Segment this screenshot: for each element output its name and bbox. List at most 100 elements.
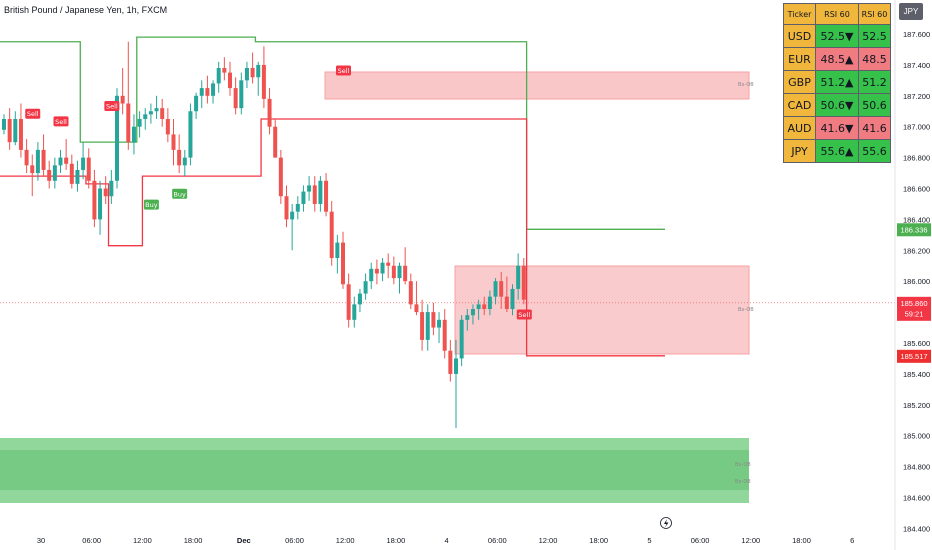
candle (312, 176, 317, 212)
x-tick-label: 12:00 (133, 536, 152, 545)
signal-box (104, 100, 120, 111)
currency-tag[interactable]: JPY (899, 3, 923, 20)
candle-body (476, 304, 481, 310)
signal-box (336, 65, 351, 76)
candle (2, 114, 6, 135)
candle (284, 185, 289, 228)
price-tag-text: 59:21 (905, 309, 924, 318)
candle-body (329, 211, 334, 259)
candle-body (380, 262, 385, 274)
y-tick-label: 186.600 (903, 185, 930, 194)
signal-box (172, 188, 188, 199)
candle (278, 149, 283, 204)
sell-signal: Sell (25, 108, 41, 119)
y-tick-label: 186.200 (903, 246, 930, 255)
candle (482, 296, 487, 316)
rsi-row-usd: USD 52.5▼ 52.5 (783, 24, 891, 48)
y-tick-label: 187.600 (903, 30, 930, 39)
candle (454, 339, 458, 428)
candle (41, 134, 46, 177)
candle (318, 176, 323, 212)
axis-layer: 187.600 187.400 187.200 187.000 186.800 186.6… (37, 0, 930, 550)
candle-body (154, 108, 159, 112)
candle (476, 299, 481, 320)
price-tag-bg (897, 349, 931, 363)
y-tick-label: 184.800 (903, 463, 930, 472)
candle (391, 256, 396, 285)
candle (58, 149, 63, 174)
candle-body (2, 118, 6, 130)
candle (13, 111, 18, 146)
buy-signal: Buy (143, 199, 159, 210)
candle-body (64, 157, 69, 164)
candle (397, 262, 402, 294)
candle-body (454, 358, 458, 374)
candle (64, 139, 69, 170)
candle-body (352, 304, 357, 320)
candle (47, 160, 52, 189)
x-tick-label: Dec (237, 536, 251, 545)
candle-body (346, 284, 351, 320)
signal-label: Sell (518, 311, 530, 319)
candle (160, 98, 165, 127)
green-line-price-tag: 186.336 (897, 223, 931, 237)
signal-label: Buy (173, 190, 186, 198)
candle (329, 200, 334, 266)
candle (290, 203, 295, 251)
price-tag-bg (897, 296, 931, 321)
rsi-row-aud: AUD 41.6▼ 41.6 (783, 116, 891, 140)
candle (126, 41, 131, 150)
candle-body (115, 95, 119, 181)
header-rsi: RSI 60 (815, 3, 859, 25)
sell-signal: Sell (53, 116, 69, 127)
x-tick-label: 30 (37, 536, 45, 545)
candle-body (58, 157, 63, 166)
candle-body (24, 149, 29, 166)
x-tick-label: 06:00 (691, 536, 710, 545)
y-tick-label: 185.600 (903, 339, 930, 348)
header-rsi-value: RSI 60 (858, 3, 891, 25)
ticker-cell: AUD (783, 116, 816, 140)
candle (182, 149, 187, 177)
candle-body (459, 319, 464, 359)
x-tick-label: 18:00 (589, 536, 608, 545)
candle-body (7, 118, 12, 143)
rsi-cell: 50.6▼ (815, 93, 859, 117)
replay-icon-bolt (664, 519, 669, 528)
candle-body (425, 312, 430, 340)
green-trail-line (0, 36, 665, 230)
candle (24, 139, 29, 174)
signal-box (25, 108, 41, 119)
rsi-cell: 41.6▼ (815, 116, 859, 140)
candle-body (52, 165, 57, 181)
candle (267, 88, 272, 135)
candle-body (244, 67, 249, 81)
candle (52, 157, 57, 189)
candle (324, 173, 329, 217)
candle-body (137, 118, 142, 127)
candle-body (75, 169, 80, 184)
candle (154, 95, 159, 119)
candle-body (188, 111, 193, 158)
zones-layer: Bx-OB Bx-OB Bx-OB Bx-OB (0, 71, 754, 503)
ticker-cell: GBP (783, 70, 816, 94)
candle-body (357, 293, 362, 305)
rsi-value-cell: 41.6 (858, 116, 891, 140)
ticker-cell: USD (783, 24, 816, 48)
candle-body (126, 103, 131, 143)
candle (442, 309, 447, 359)
candle (244, 61, 249, 89)
candle-body (442, 319, 447, 351)
candle-body (216, 67, 221, 84)
candle (374, 259, 379, 285)
candle (295, 196, 300, 220)
signal-label: Sell (106, 102, 118, 110)
candle-body (363, 281, 368, 294)
signal-label: Sell (27, 110, 39, 118)
candle-body (160, 108, 165, 119)
candle-body (307, 185, 312, 192)
signal-label: Sell (55, 118, 67, 126)
candle-body (131, 126, 136, 143)
candle-body (120, 95, 125, 104)
